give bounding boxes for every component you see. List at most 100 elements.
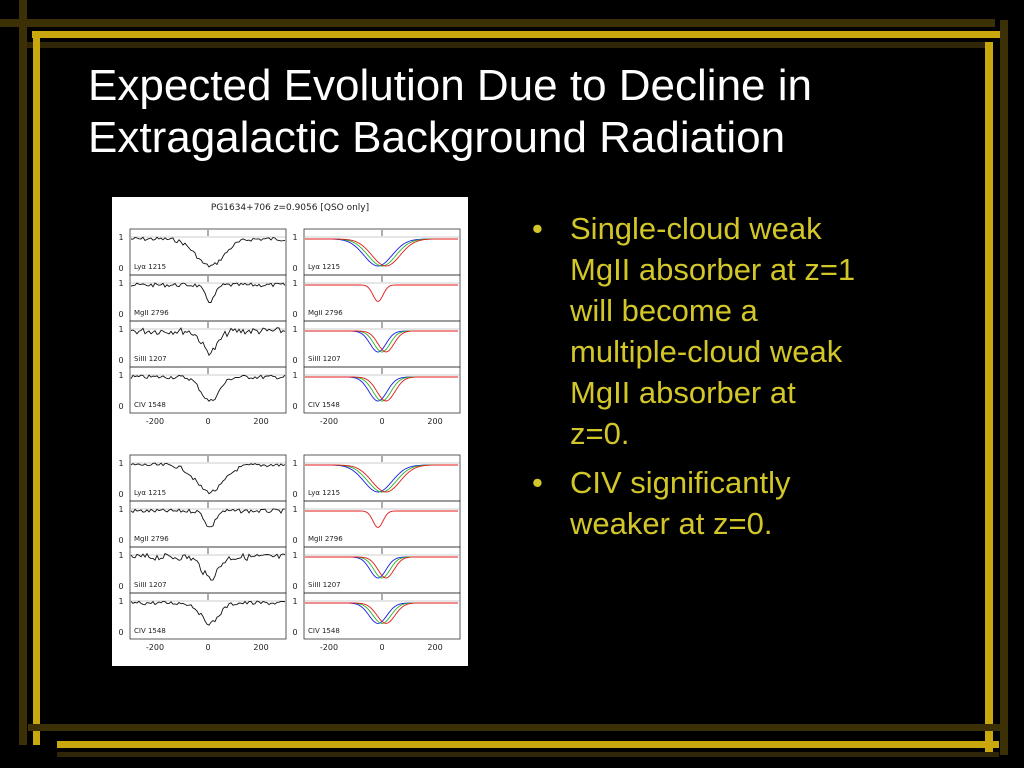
y-tick-label: 0 — [292, 628, 297, 637]
y-tick-label: 0 — [118, 402, 123, 411]
frame-bar-right-gold — [985, 42, 993, 755]
panel-frame — [303, 366, 461, 414]
observed-spectrum — [130, 600, 286, 626]
model-profile — [305, 238, 458, 267]
bullet-marker: • — [532, 465, 543, 500]
y-tick-label: 0 — [118, 490, 123, 499]
observed-spectrum — [130, 508, 285, 528]
frame-bar-top-dark-inner — [20, 42, 986, 48]
observed-spectrum — [130, 374, 286, 402]
ion-label: MgII 2796 — [308, 309, 343, 317]
observed-spectrum — [130, 327, 286, 357]
ion-label: CIV 1548 — [134, 401, 166, 409]
x-tick-label: 0 — [379, 643, 384, 652]
y-tick-label: 1 — [292, 459, 297, 468]
model-profile — [305, 238, 458, 267]
frame-bar-left-dark — [19, 0, 27, 745]
slide-title: Expected Evolution Due to Decline in Ext… — [88, 60, 968, 164]
ion-label: CIV 1548 — [308, 401, 340, 409]
x-tick-label: 200 — [427, 417, 442, 426]
frame-bar-top-gold — [32, 31, 1008, 38]
y-tick-label: 0 — [292, 356, 297, 365]
y-tick-label: 0 — [118, 628, 123, 637]
observed-spectrum — [130, 236, 286, 268]
spectra-figure: PG1634+706 z=0.9056 [QSO only] 1 0 Lyα 1215… — [112, 197, 468, 666]
bullet-1-line-1: Single-cloud weak — [570, 211, 822, 246]
y-tick-label: 0 — [292, 536, 297, 545]
bullet-1-line-4: multiple-cloud weak — [570, 334, 843, 369]
slide-title-line-2: Extragalactic Background Radiation — [88, 113, 786, 162]
y-tick-label: 1 — [292, 597, 297, 606]
panel-frame — [303, 592, 461, 640]
bullet-1-line-2: MgII absorber at z=1 — [570, 252, 856, 287]
model-profile — [305, 376, 458, 402]
y-tick-label: 1 — [118, 551, 123, 560]
model-profile — [305, 330, 458, 353]
ion-label: MgII 2796 — [308, 535, 343, 543]
model-profile — [305, 376, 458, 402]
model-profile — [305, 602, 458, 624]
bullet-item-2: • CIV significantly weaker at z=0. — [532, 462, 952, 544]
ion-label: SiIII 1207 — [134, 581, 167, 589]
x-tick-label: 0 — [379, 417, 384, 426]
ion-label: Lyα 1215 — [308, 263, 340, 271]
y-tick-label: 1 — [118, 279, 123, 288]
x-tick-label: -200 — [320, 643, 338, 652]
y-tick-label: 1 — [118, 371, 123, 380]
y-tick-label: 1 — [292, 551, 297, 560]
y-tick-label: 0 — [292, 310, 297, 319]
frame-bar-bottom-dark-inner — [57, 752, 999, 757]
bullet-marker: • — [532, 211, 543, 246]
bullet-1-line-6: z=0. — [570, 416, 630, 451]
slide-title-line-1: Expected Evolution Due to Decline in — [88, 61, 812, 110]
ion-label: MgII 2796 — [134, 309, 169, 317]
x-tick-label: 0 — [205, 643, 210, 652]
y-tick-label: 1 — [118, 597, 123, 606]
bullet-2-line-1: CIV significantly — [570, 465, 791, 500]
y-tick-label: 1 — [118, 505, 123, 514]
observed-spectrum — [130, 282, 286, 303]
bullet-1-line-3: will become a — [570, 293, 758, 328]
observed-spectrum — [130, 462, 286, 495]
model-profile — [305, 464, 458, 493]
ion-label: SiIII 1207 — [308, 581, 341, 589]
y-tick-label: 0 — [292, 402, 297, 411]
ion-label: SiIII 1207 — [134, 355, 167, 363]
frame-bar-top-dark — [0, 19, 995, 27]
ion-label: Lyα 1215 — [308, 489, 340, 497]
ion-label: MgII 2796 — [134, 535, 169, 543]
y-tick-label: 1 — [292, 233, 297, 242]
frame-bar-bottom-gold — [57, 741, 999, 748]
observed-spectrum — [130, 552, 286, 581]
y-tick-label: 1 — [292, 279, 297, 288]
x-tick-label: 200 — [253, 417, 268, 426]
y-tick-label: 0 — [292, 490, 297, 499]
ion-label: CIV 1548 — [308, 627, 340, 635]
frame-bar-right-dark — [1000, 20, 1008, 755]
model-profile — [305, 284, 458, 302]
x-tick-label: 0 — [205, 417, 210, 426]
y-tick-label: 1 — [292, 371, 297, 380]
x-tick-label: 200 — [427, 643, 442, 652]
x-tick-label: -200 — [146, 643, 164, 652]
model-profile — [305, 376, 458, 402]
frame-bar-left-gold — [33, 35, 40, 745]
ion-label: Lyα 1215 — [134, 489, 166, 497]
panel-frame — [129, 592, 287, 640]
bullet-item-1: • Single-cloud weak MgII absorber at z=1… — [532, 208, 952, 454]
y-tick-label: 1 — [118, 459, 123, 468]
y-tick-label: 1 — [118, 233, 123, 242]
y-tick-label: 0 — [118, 582, 123, 591]
panel-frame — [129, 366, 287, 414]
figure-header: PG1634+706 z=0.9056 [QSO only] — [211, 203, 369, 213]
y-tick-label: 0 — [292, 582, 297, 591]
x-tick-label: 200 — [253, 643, 268, 652]
bullet-2-line-2: weaker at z=0. — [570, 506, 773, 541]
y-tick-label: 0 — [118, 356, 123, 365]
y-tick-label: 0 — [292, 264, 297, 273]
y-tick-label: 0 — [118, 536, 123, 545]
y-tick-label: 1 — [292, 325, 297, 334]
ion-label: SiIII 1207 — [308, 355, 341, 363]
model-profile — [305, 510, 458, 528]
model-profile — [305, 556, 458, 579]
